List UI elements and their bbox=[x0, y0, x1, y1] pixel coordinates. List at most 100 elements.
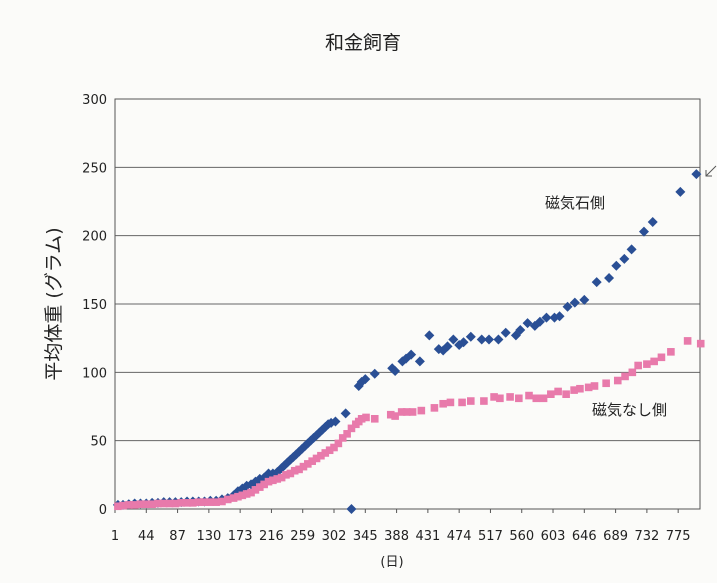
data-point-no-magnet bbox=[247, 488, 255, 497]
x-tick-label: 388 bbox=[384, 529, 409, 544]
data-point-no-magnet bbox=[357, 415, 366, 423]
data-point-no-magnet bbox=[255, 483, 264, 491]
data-point-no-magnet bbox=[334, 439, 343, 448]
data-point-no-magnet bbox=[362, 413, 370, 422]
data-point-no-magnet bbox=[119, 501, 127, 510]
data-point-no-magnet bbox=[321, 449, 330, 457]
data-point-no-magnet bbox=[218, 497, 226, 506]
data-point-no-magnet bbox=[206, 498, 215, 506]
data-point-magnet bbox=[340, 408, 351, 419]
data-point-magnet bbox=[346, 504, 357, 514]
data-point-magnet bbox=[554, 311, 565, 322]
data-point-no-magnet bbox=[269, 476, 277, 485]
data-point-no-magnet bbox=[584, 383, 593, 392]
data-point-no-magnet bbox=[613, 376, 622, 385]
data-point-magnet bbox=[691, 169, 702, 180]
annotation-no-magnet: 磁気なし側 bbox=[592, 401, 667, 419]
data-point-magnet bbox=[369, 368, 380, 379]
data-point-no-magnet bbox=[212, 498, 220, 506]
data-point-magnet bbox=[483, 334, 494, 345]
grid bbox=[115, 166, 700, 442]
data-point-no-magnet bbox=[338, 434, 347, 442]
data-point-magnet bbox=[534, 316, 545, 327]
data-point-no-magnet bbox=[547, 390, 555, 398]
data-point-no-magnet bbox=[238, 491, 247, 500]
x-axis-label: (日) bbox=[380, 555, 403, 570]
data-point-no-magnet bbox=[667, 348, 675, 356]
data-point-no-magnet bbox=[570, 386, 578, 394]
data-point-no-magnet bbox=[273, 475, 282, 483]
x-tick-label: 44 bbox=[138, 529, 155, 544]
x-tick-label: 302 bbox=[322, 529, 347, 544]
data-point-no-magnet bbox=[282, 471, 290, 479]
data-point-no-magnet bbox=[576, 384, 584, 393]
data-point-no-magnet bbox=[148, 500, 156, 509]
data-point-no-magnet bbox=[496, 394, 504, 403]
data-point-magnet bbox=[541, 312, 552, 323]
data-point-magnet bbox=[611, 260, 622, 271]
x-tick-label: 130 bbox=[196, 529, 221, 544]
y-tick-label: 0 bbox=[99, 503, 107, 518]
data-point-no-magnet bbox=[643, 360, 651, 368]
x-tick-label: 775 bbox=[666, 529, 691, 544]
x-tick-label: 517 bbox=[478, 529, 503, 544]
data-point-no-magnet bbox=[417, 406, 426, 415]
data-point-no-magnet bbox=[171, 499, 180, 508]
data-point-no-magnet bbox=[295, 465, 303, 474]
x-tick-label: 560 bbox=[509, 529, 534, 544]
data-point-no-magnet bbox=[515, 394, 523, 403]
data-point-no-magnet bbox=[467, 397, 475, 405]
data-point-magnet bbox=[406, 349, 417, 360]
y-axis: 0 50 100 150 200 250 300 bbox=[82, 93, 107, 518]
x-tick-label: 603 bbox=[541, 529, 566, 544]
data-point-magnet bbox=[638, 226, 649, 237]
data-point-no-magnet bbox=[154, 499, 162, 508]
data-point-no-magnet bbox=[125, 501, 133, 509]
x-tick-label: 173 bbox=[228, 529, 253, 544]
data-point-no-magnet bbox=[386, 410, 395, 419]
data-point-no-magnet bbox=[525, 391, 533, 400]
data-point-no-magnet bbox=[299, 462, 308, 471]
x-tick-label: 689 bbox=[603, 529, 628, 544]
data-point-magnet bbox=[619, 253, 630, 264]
data-point-magnet bbox=[626, 244, 637, 255]
data-point-magnet bbox=[493, 334, 504, 345]
plot-area bbox=[114, 98, 701, 510]
y-tick-label: 50 bbox=[90, 435, 107, 450]
annotation-magnet: 磁気石側 bbox=[545, 194, 605, 212]
data-point-magnet bbox=[515, 324, 526, 335]
data-point-no-magnet bbox=[490, 393, 498, 401]
y-tick-label: 150 bbox=[82, 298, 107, 313]
data-point-no-magnet bbox=[223, 495, 232, 504]
y-tick-label: 200 bbox=[82, 230, 107, 245]
data-point-no-magnet bbox=[234, 492, 242, 501]
data-point-no-magnet bbox=[590, 382, 599, 390]
x-tick-label: 87 bbox=[169, 529, 186, 544]
data-point-no-magnet bbox=[251, 486, 260, 494]
series-magnet bbox=[112, 169, 702, 514]
data-point-no-magnet bbox=[539, 394, 548, 403]
data-point-magnet bbox=[424, 330, 435, 341]
data-point-no-magnet bbox=[683, 337, 692, 345]
data-point-no-magnet bbox=[290, 466, 299, 475]
data-point-no-magnet bbox=[446, 398, 455, 407]
data-point-no-magnet bbox=[312, 454, 321, 463]
data-point-magnet bbox=[448, 334, 459, 345]
y-axis-label: 平均体重 (グラム) bbox=[43, 227, 65, 380]
series-no-magnet bbox=[114, 337, 705, 511]
data-point-no-magnet bbox=[177, 499, 186, 507]
x-tick-label: 474 bbox=[447, 529, 472, 544]
chart-title: 和金飼育 bbox=[325, 32, 401, 54]
arrow-marker bbox=[705, 165, 717, 177]
data-point-no-magnet bbox=[304, 460, 312, 468]
data-point-no-magnet bbox=[391, 412, 399, 420]
data-point-no-magnet bbox=[439, 399, 447, 408]
data-point-magnet bbox=[579, 294, 590, 305]
data-point-no-magnet bbox=[397, 408, 406, 416]
data-point-no-magnet bbox=[136, 500, 145, 509]
y-tick-label: 100 bbox=[82, 366, 107, 381]
data-point-no-magnet bbox=[330, 443, 338, 452]
data-point-no-magnet bbox=[347, 424, 356, 433]
data-point-magnet bbox=[476, 334, 487, 345]
